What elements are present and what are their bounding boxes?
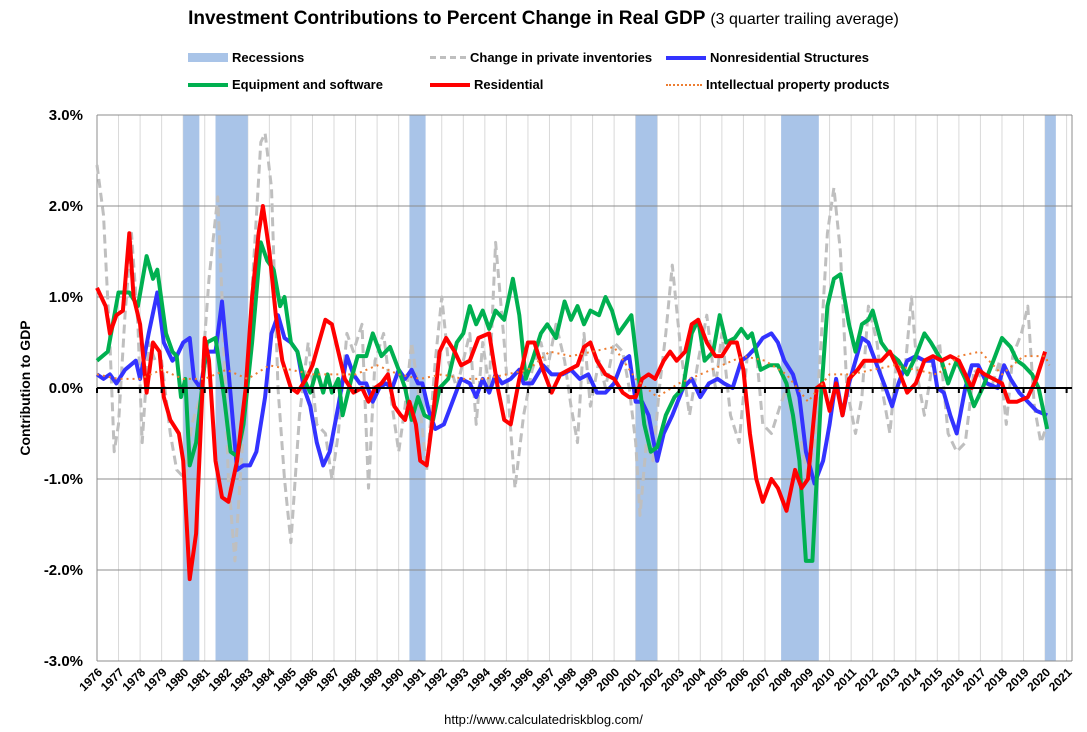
x-tick-label: 1992 [421, 665, 450, 694]
series-line-change-in-private-inventories [95, 131, 1049, 563]
legend-swatch [666, 55, 706, 60]
x-tick-label: 2003 [658, 665, 687, 694]
legend-nonres-structures: Nonresidential Structures [666, 50, 869, 65]
x-tick-label: 1988 [335, 665, 364, 694]
legend-residential: Residential [430, 77, 543, 92]
legend-swatch [430, 56, 466, 59]
x-tick-label: 2013 [874, 665, 903, 694]
source-url: http://www.calculatedriskblog.com/ [444, 712, 643, 727]
title-subtitle: (3 quarter trailing average) [710, 11, 899, 28]
x-tick-label: 2009 [787, 665, 816, 694]
y-tick-label: 0.0% [49, 380, 83, 397]
x-tick-label: 1991 [400, 665, 429, 694]
x-tick-label: 2005 [701, 665, 730, 694]
legend-swatch [430, 82, 470, 87]
x-tick-label: 2008 [766, 665, 795, 694]
x-tick-label: 1996 [507, 665, 536, 694]
series-line-intellectual-property-products [96, 346, 1051, 403]
x-tick-label: 1993 [443, 665, 472, 694]
y-tick-label: -3.0% [44, 653, 83, 670]
y-tick-label: -2.0% [44, 562, 83, 579]
x-tick-label: 1977 [98, 665, 127, 694]
y-axis-label: Contribution to GDP [17, 320, 33, 456]
x-tick-label: 2019 [1003, 665, 1032, 694]
legend-label: Equipment and software [232, 77, 383, 92]
x-tick-label: 2021 [1046, 665, 1075, 694]
x-tick-label: 1995 [486, 665, 515, 694]
x-tick-label: 2001 [615, 665, 644, 694]
chart-title: Investment Contributions to Percent Chan… [0, 8, 1087, 30]
x-tick-label: 1978 [119, 665, 148, 694]
x-tick-label: 2017 [960, 665, 989, 694]
x-tick-label: 1989 [356, 665, 385, 694]
x-tick-label: 1994 [464, 665, 493, 694]
x-tick-label: 2015 [917, 665, 946, 694]
y-tick-label: 2.0% [49, 198, 83, 215]
title-main: Investment Contributions to Percent Chan… [188, 8, 706, 29]
series-line-nonresidential-structures [95, 290, 1048, 486]
x-tick-label: 1985 [270, 665, 299, 694]
x-tick-label: 2000 [593, 665, 622, 694]
series-line-residential [95, 204, 1048, 582]
x-tick-label: 2010 [809, 665, 838, 694]
y-tick-label: 1.0% [49, 289, 83, 306]
legend-label: Residential [474, 77, 544, 92]
legend-label: Intellectual property products [706, 77, 890, 92]
x-tick-label: 1986 [292, 665, 321, 694]
legend-inventories: Change in private inventories [430, 50, 652, 65]
x-tick-label: 2020 [1024, 665, 1053, 694]
legend-ipp: Intellectual property products [666, 77, 889, 92]
x-tick-label: 2016 [938, 665, 967, 694]
x-tick-label: 2011 [831, 665, 860, 694]
x-tick-label: 1981 [184, 665, 213, 694]
legend-swatch [666, 83, 702, 86]
x-tick-label: 1987 [313, 665, 342, 694]
x-tick-label: 1979 [141, 665, 170, 694]
legend-label: Recessions [232, 50, 305, 65]
series-line-equipment-and-software [95, 240, 1050, 563]
legend-label: Nonresidential Structures [710, 50, 869, 65]
x-tick-label: 2004 [680, 665, 709, 694]
y-tick-label: -1.0% [44, 471, 83, 488]
x-tick-label: 2012 [852, 665, 881, 694]
x-tick-label: 2018 [981, 665, 1010, 694]
x-tick-label: 1982 [206, 665, 235, 694]
x-tick-label: 1999 [572, 665, 601, 694]
x-tick-label: 1980 [163, 665, 192, 694]
legend-label: Change in private inventories [470, 50, 653, 65]
legend-swatch [188, 53, 228, 62]
x-tick-label: 1984 [249, 665, 278, 694]
legend-swatch [188, 82, 228, 87]
x-tick-label: 2002 [637, 665, 666, 694]
legend-equipment: Equipment and software [188, 77, 383, 92]
legend-recessions: Recessions [188, 50, 304, 65]
x-tick-label: 1983 [227, 665, 256, 694]
x-tick-label: 2014 [895, 665, 924, 694]
x-tick-label: 1997 [529, 665, 558, 694]
x-tick-label: 2006 [723, 665, 752, 694]
x-tick-label: 1998 [550, 665, 579, 694]
x-tick-label: 2007 [744, 665, 773, 694]
x-tick-label: 1990 [378, 665, 407, 694]
y-tick-label: 3.0% [49, 107, 83, 124]
